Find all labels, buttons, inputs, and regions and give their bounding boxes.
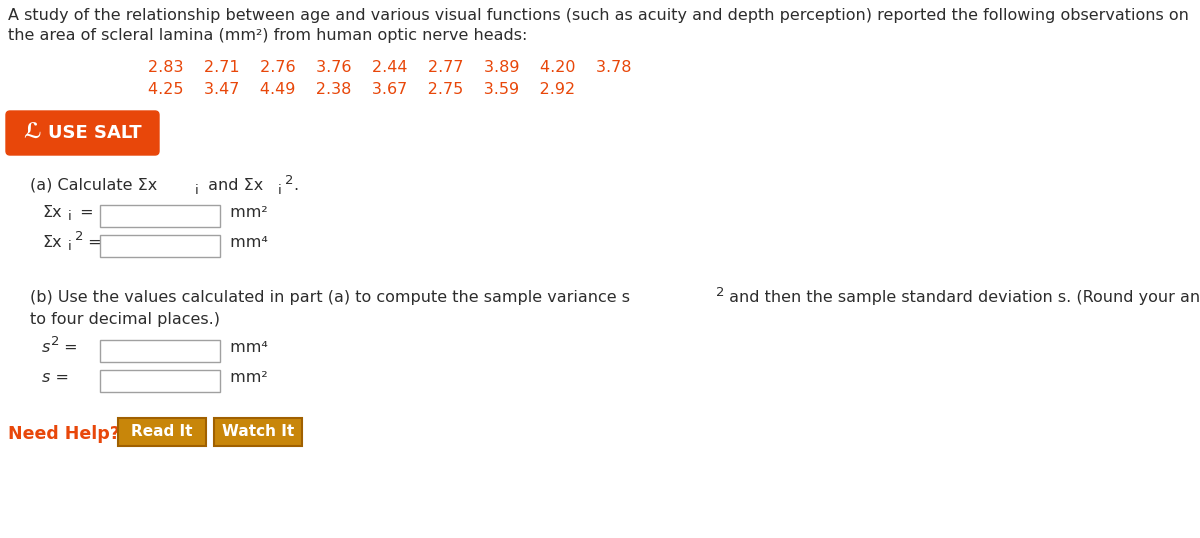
Text: s: s	[42, 340, 50, 355]
Text: 2: 2	[50, 335, 60, 348]
Text: the area of scleral lamina (mm²) from human optic nerve heads:: the area of scleral lamina (mm²) from hu…	[8, 28, 527, 43]
Text: 2.83    2.71    2.76    3.76    2.44    2.77    3.89    4.20    3.78: 2.83 2.71 2.76 3.76 2.44 2.77 3.89 4.20 …	[148, 60, 631, 75]
FancyBboxPatch shape	[214, 418, 302, 446]
Text: (b) Use the values calculated in part (a) to compute the sample variance s: (b) Use the values calculated in part (a…	[30, 290, 630, 305]
Text: Σx: Σx	[42, 235, 61, 250]
Text: Σx: Σx	[42, 205, 61, 220]
Text: A study of the relationship between age and various visual functions (such as ac: A study of the relationship between age …	[8, 8, 1189, 23]
Text: ℒ: ℒ	[23, 123, 41, 143]
Text: =: =	[74, 205, 94, 220]
Text: 2: 2	[74, 230, 84, 243]
Text: i: i	[194, 184, 199, 197]
Text: and Σx: and Σx	[203, 178, 263, 193]
Text: 4.25    3.47    4.49    2.38    3.67    2.75    3.59    2.92: 4.25 3.47 4.49 2.38 3.67 2.75 3.59 2.92	[148, 82, 575, 97]
Text: mm²: mm²	[226, 205, 268, 220]
Text: Need Help?: Need Help?	[8, 425, 120, 443]
Bar	[100, 205, 220, 227]
Text: .: .	[293, 178, 298, 193]
FancyBboxPatch shape	[6, 111, 158, 155]
Bar	[100, 340, 220, 362]
Bar	[100, 235, 220, 257]
Text: =: =	[83, 235, 102, 250]
Text: i: i	[278, 184, 282, 197]
Bar	[100, 370, 220, 392]
Text: i: i	[68, 210, 72, 223]
Text: mm²: mm²	[226, 370, 268, 385]
Text: =: =	[59, 340, 78, 355]
Text: USE SALT: USE SALT	[48, 124, 142, 142]
Text: mm⁴: mm⁴	[226, 340, 268, 355]
Text: s =: s =	[42, 370, 68, 385]
Text: mm⁴: mm⁴	[226, 235, 268, 250]
Text: Watch It: Watch It	[222, 424, 294, 440]
Text: and then the sample standard deviation s. (Round your answers: and then the sample standard deviation s…	[724, 290, 1200, 305]
Text: i: i	[68, 240, 72, 253]
FancyBboxPatch shape	[118, 418, 206, 446]
Text: (a) Calculate Σx: (a) Calculate Σx	[30, 178, 157, 193]
Text: Read It: Read It	[131, 424, 193, 440]
Text: 2: 2	[716, 286, 725, 299]
Text: 2: 2	[286, 174, 294, 187]
Text: to four decimal places.): to four decimal places.)	[30, 312, 220, 327]
